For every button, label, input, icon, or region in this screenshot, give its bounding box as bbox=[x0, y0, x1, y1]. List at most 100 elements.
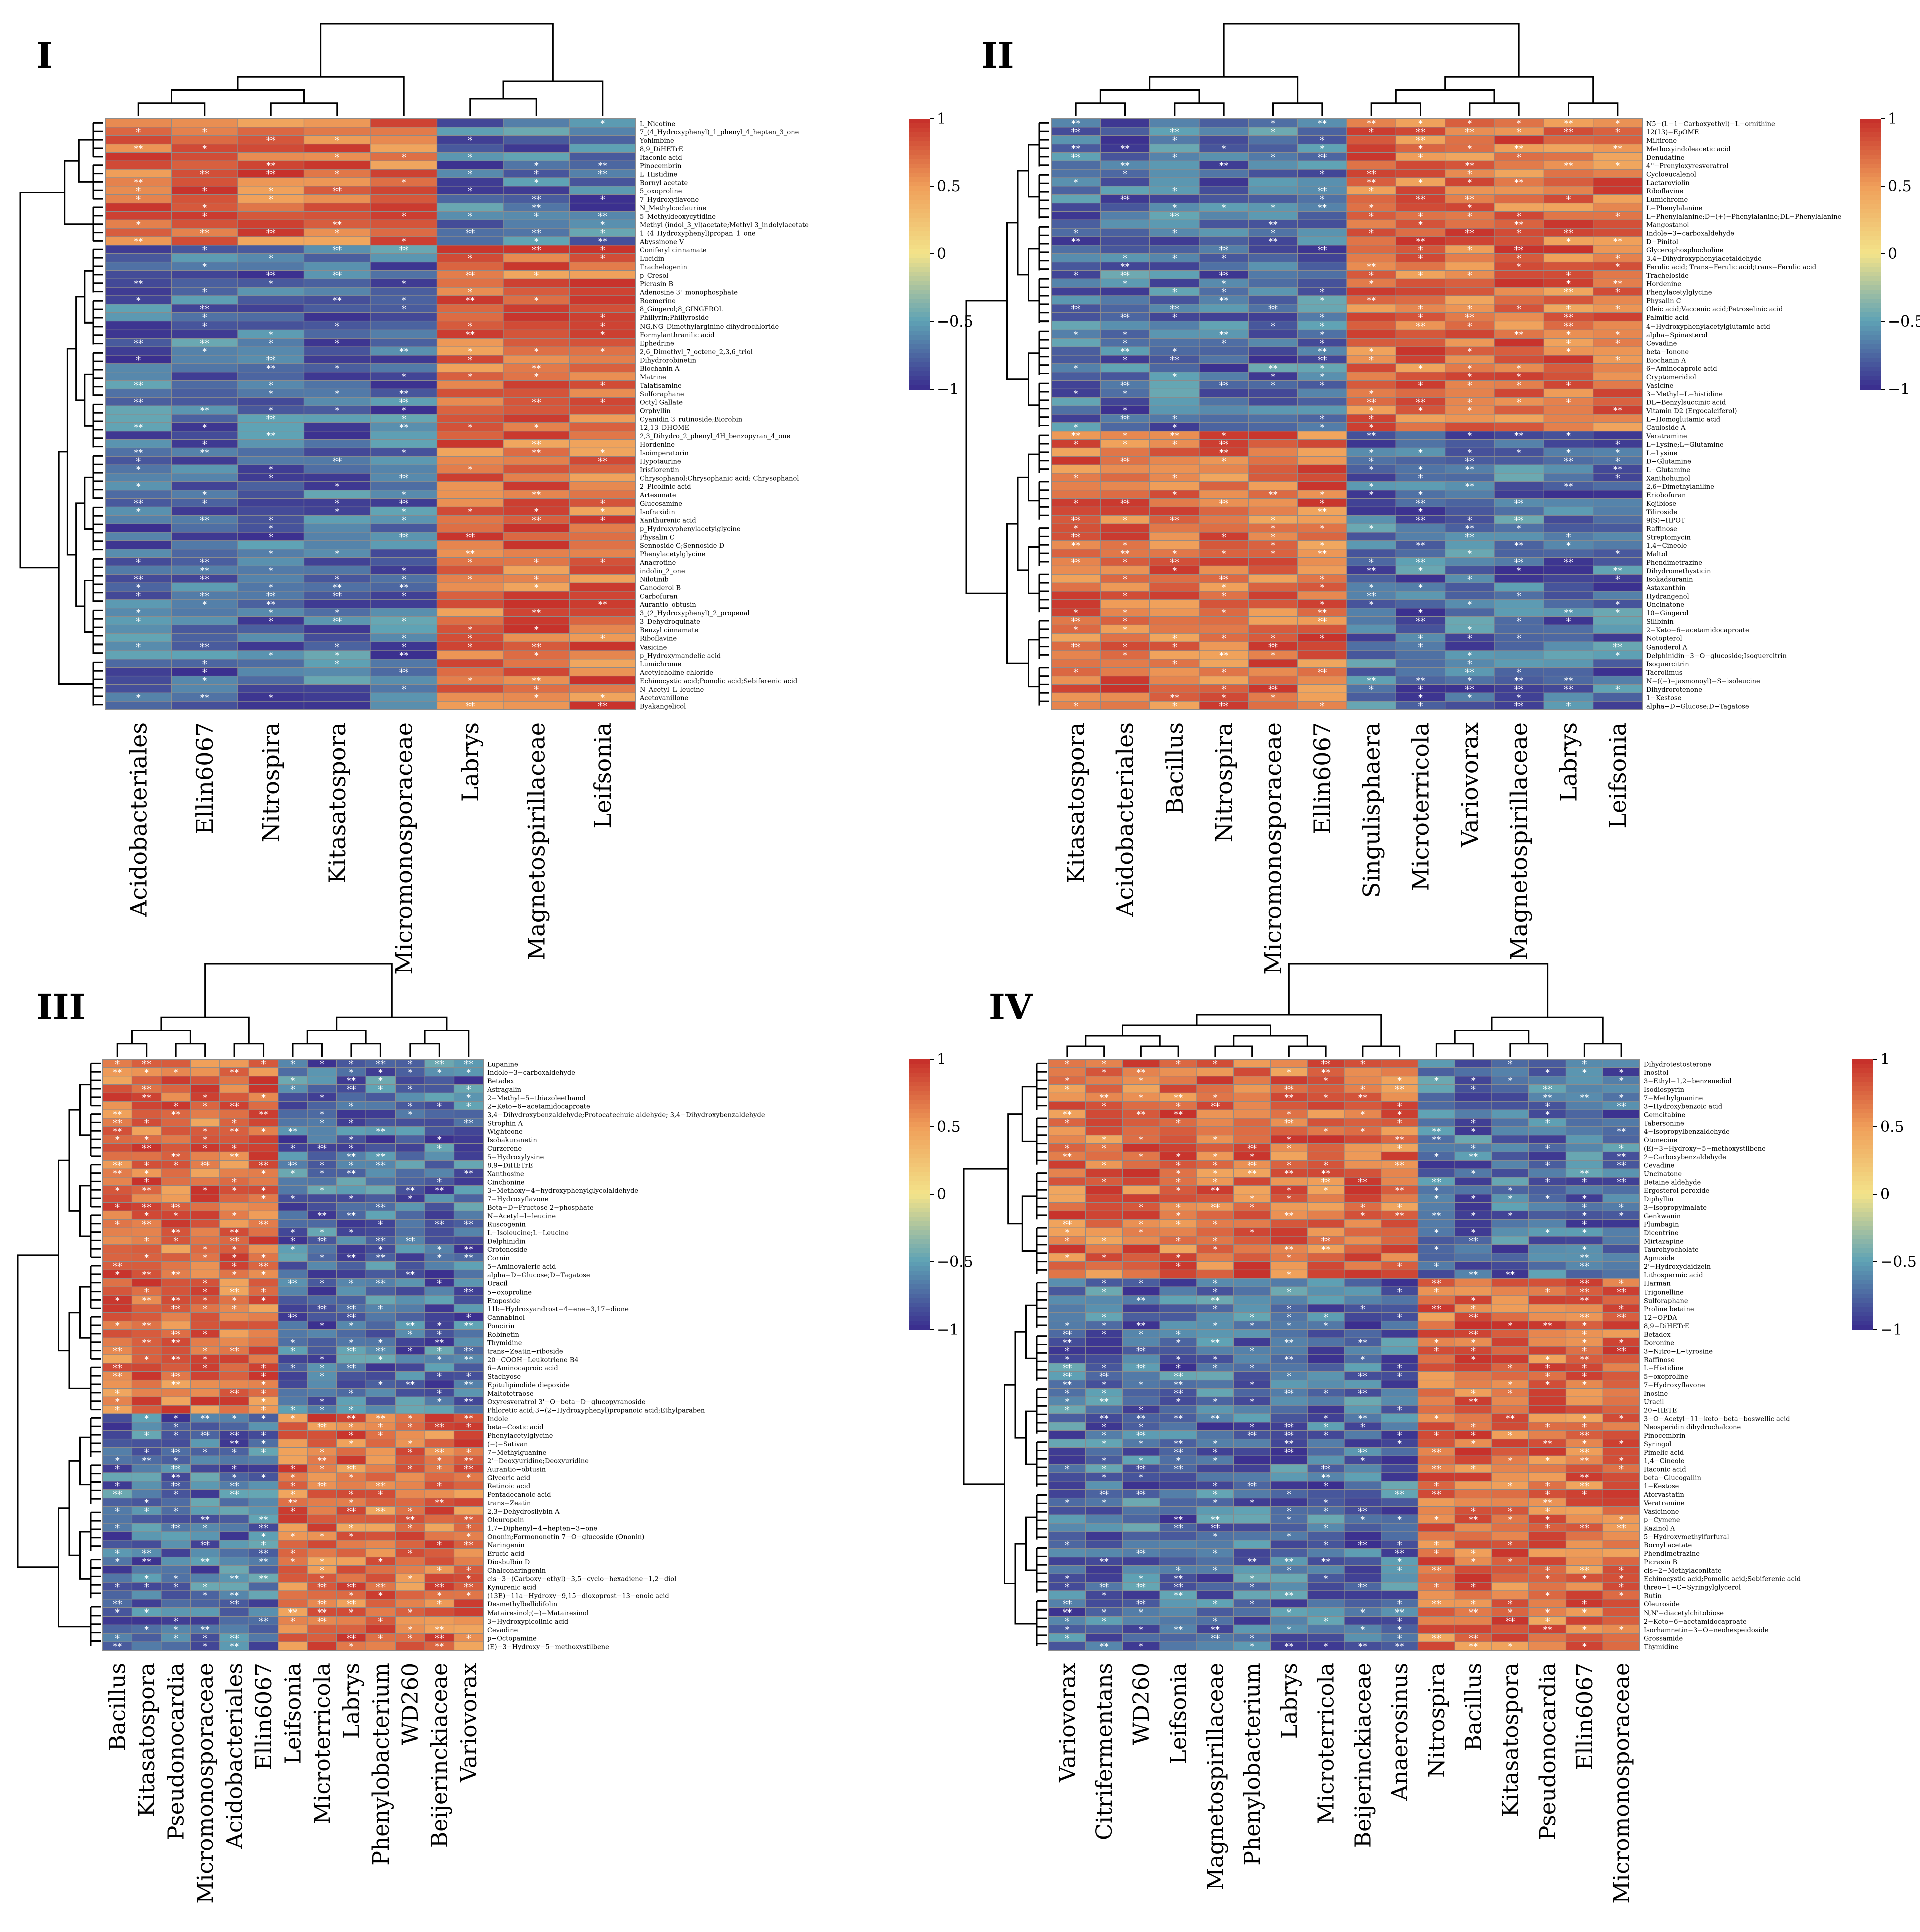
heatmap-cell bbox=[105, 347, 172, 355]
heatmap-cell bbox=[1160, 1194, 1197, 1203]
heatmap-cell bbox=[1307, 1203, 1344, 1211]
heatmap-cell bbox=[337, 1236, 366, 1245]
heatmap-cell bbox=[161, 1245, 190, 1253]
heatmap-cell bbox=[1544, 220, 1593, 228]
heatmap-cell bbox=[437, 178, 504, 186]
legend-gradient-step bbox=[909, 367, 930, 372]
heatmap-cell bbox=[1051, 549, 1100, 558]
heatmap-cell bbox=[1160, 1346, 1197, 1355]
heatmap-cell bbox=[503, 659, 570, 668]
heatmap-cell bbox=[161, 1321, 190, 1330]
dendrogram-branch bbox=[18, 1255, 59, 1567]
heatmap-cell bbox=[1271, 1262, 1308, 1270]
column-label: Microterricola bbox=[1407, 722, 1434, 891]
legend-gradient-step bbox=[1860, 285, 1881, 290]
heatmap-cell bbox=[1150, 625, 1199, 633]
heatmap-cell bbox=[454, 1177, 483, 1186]
heatmap-cell bbox=[238, 448, 304, 456]
heatmap-cell bbox=[1529, 1186, 1566, 1194]
heatmap-cell bbox=[1234, 1186, 1271, 1194]
heatmap-cell bbox=[278, 1304, 307, 1313]
heatmap-cell bbox=[249, 1498, 278, 1507]
heatmap-cell bbox=[1529, 1304, 1566, 1313]
heatmap-cell bbox=[1603, 1355, 1640, 1363]
heatmap-cell bbox=[1100, 136, 1149, 144]
heatmap-cell bbox=[105, 313, 172, 321]
row-label: Cornin bbox=[487, 1255, 510, 1262]
heatmap-cell bbox=[1049, 1160, 1086, 1169]
legend-gradient-step bbox=[1860, 303, 1881, 308]
heatmap-cell bbox=[1248, 608, 1297, 617]
heatmap-cell bbox=[132, 1532, 161, 1540]
heatmap-cell bbox=[1593, 668, 1642, 676]
row-label: Sennoside C;Sennoside D bbox=[640, 542, 724, 550]
column-label: Leifsonia bbox=[589, 722, 616, 829]
heatmap-cell bbox=[1298, 211, 1347, 220]
heatmap-cell bbox=[437, 440, 504, 448]
heatmap-cell bbox=[570, 668, 636, 676]
heatmap-cell bbox=[366, 1194, 395, 1203]
heatmap-cell bbox=[1344, 1296, 1381, 1304]
row-label: 2−Keto−6−acetamidocaproate bbox=[1646, 627, 1749, 634]
heatmap-cell bbox=[1593, 381, 1642, 389]
heatmap-cell bbox=[570, 136, 636, 144]
heatmap-cell bbox=[1494, 313, 1544, 321]
heatmap-cell bbox=[370, 364, 437, 372]
heatmap-cell bbox=[1271, 1127, 1308, 1135]
heatmap-cell bbox=[238, 287, 304, 296]
heatmap-cell bbox=[1347, 195, 1396, 203]
dendrogram-branch bbox=[172, 90, 304, 103]
heatmap-cell bbox=[1396, 203, 1445, 212]
row-label: (E)−3−Hydroxy−5−methoxystilbene bbox=[487, 1643, 609, 1651]
heatmap-cell bbox=[337, 1540, 366, 1549]
heatmap-cell bbox=[396, 1338, 425, 1346]
heatmap-cell bbox=[238, 659, 304, 668]
heatmap-cell bbox=[1381, 1270, 1418, 1278]
heatmap-cell bbox=[366, 1296, 395, 1304]
significance-star: * bbox=[1074, 701, 1078, 712]
heatmap-cell bbox=[1100, 473, 1149, 482]
heatmap-cell bbox=[190, 1219, 219, 1228]
significance-star: * bbox=[1418, 701, 1423, 712]
heatmap-cell bbox=[425, 1160, 454, 1169]
heatmap-cell bbox=[238, 490, 304, 499]
heatmap-cell bbox=[190, 1456, 219, 1464]
heatmap-cell bbox=[307, 1152, 336, 1160]
heatmap-cell bbox=[1344, 1262, 1381, 1270]
legend-gradient-step bbox=[909, 380, 930, 385]
heatmap-cell bbox=[503, 456, 570, 465]
heatmap-cell bbox=[370, 313, 437, 321]
heatmap-cell bbox=[304, 693, 371, 701]
heatmap-cell bbox=[1418, 1169, 1455, 1177]
heatmap-cell bbox=[1234, 1278, 1271, 1287]
heatmap-cell bbox=[304, 625, 371, 633]
heatmap-cell bbox=[1593, 313, 1642, 321]
row-label: Itaconic acid bbox=[640, 154, 682, 162]
heatmap-cell bbox=[570, 406, 636, 414]
legend-tick-label: 0.5 bbox=[937, 1118, 961, 1136]
heatmap-cell bbox=[366, 1093, 395, 1101]
row-label: Xanthohumol bbox=[1646, 475, 1690, 482]
heatmap-cell bbox=[1593, 490, 1642, 499]
heatmap-cell bbox=[1445, 279, 1494, 287]
heatmap-cell bbox=[304, 633, 371, 642]
heatmap-cell bbox=[1150, 270, 1199, 279]
heatmap-cell bbox=[238, 397, 304, 406]
heatmap-cell bbox=[1150, 330, 1199, 338]
row-label: 4''−Prenyloxyresveratrol bbox=[1646, 163, 1728, 170]
heatmap-cell bbox=[1307, 1278, 1344, 1287]
heatmap-cell bbox=[1544, 490, 1593, 499]
legend-gradient-step bbox=[909, 1275, 930, 1280]
heatmap-cell bbox=[1150, 541, 1199, 549]
legend-gradient-step bbox=[1860, 159, 1881, 164]
heatmap-cell bbox=[1593, 625, 1642, 633]
heatmap-cell bbox=[337, 1557, 366, 1566]
heatmap-cell bbox=[1529, 1338, 1566, 1346]
heatmap-cell bbox=[1347, 161, 1396, 169]
column-label: Acidobacteriales bbox=[125, 722, 152, 917]
row-label: 3,4−Dihydroxybenzaldehyde;Protocatechuic… bbox=[487, 1111, 765, 1119]
heatmap-cell bbox=[161, 1532, 190, 1540]
heatmap-cell bbox=[1344, 1287, 1381, 1296]
heatmap-cell bbox=[1492, 1245, 1529, 1253]
heatmap-cell bbox=[220, 1329, 249, 1338]
